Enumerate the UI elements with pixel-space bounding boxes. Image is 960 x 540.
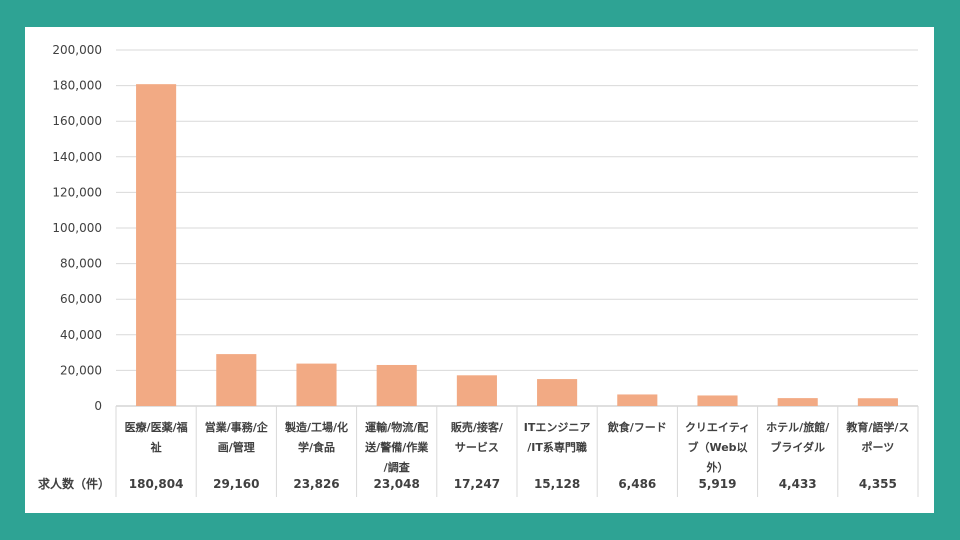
y-tick-label: 40,000 [60, 328, 102, 342]
bar [617, 394, 658, 406]
category-label: 学/食品 [298, 440, 335, 454]
data-value-label: 5,919 [699, 477, 737, 491]
category-label: 運輸/物流/配 [365, 420, 428, 434]
bar [216, 354, 257, 406]
category-label: 製造/工場/化 [284, 420, 348, 434]
y-tick-label: 0 [94, 399, 102, 413]
y-tick-label: 200,000 [52, 43, 102, 57]
y-tick-label: 60,000 [60, 292, 102, 306]
data-value-label: 15,128 [534, 477, 580, 491]
category-label: ポーツ [862, 440, 895, 454]
y-tick-label: 180,000 [52, 79, 102, 93]
category-label: 営業/事務/企 [205, 420, 269, 434]
y-tick-label: 20,000 [60, 363, 102, 377]
category-label: ブ（Web以 [687, 440, 747, 454]
category-label: クリエイティ [685, 421, 750, 434]
bar [697, 395, 738, 406]
category-label: 教育/語学/ス [845, 420, 909, 434]
bar [777, 398, 818, 406]
bar [857, 398, 898, 406]
data-value-label: 23,048 [374, 477, 420, 491]
bar [537, 379, 578, 406]
category-label: ホテル/旅館/ [766, 420, 830, 434]
category-label: サービス [455, 440, 499, 454]
y-tick-label: 140,000 [52, 150, 102, 164]
data-value-label: 6,486 [618, 477, 656, 491]
data-value-label: 180,804 [129, 477, 184, 491]
category-label: 販売/接客/ [451, 420, 504, 434]
category-label: 医療/医薬/福 [125, 420, 188, 434]
data-value-label: 4,355 [859, 477, 897, 491]
data-value-label: 4,433 [779, 477, 817, 491]
data-value-label: 29,160 [213, 477, 259, 491]
bar-chart: 0 20,000 40,000 60,000 80,000 100,000 120,000 1… [38, 43, 919, 497]
category-label: ITエンジニア [524, 421, 591, 434]
bar [376, 364, 417, 406]
table-row-label: 求人数（件） [38, 476, 110, 491]
data-value-label: 23,826 [293, 477, 339, 491]
category-label: /調査 [384, 460, 410, 474]
category-label: 送/警備/作業 [364, 440, 429, 454]
category-label: 画/管理 [218, 440, 255, 454]
data-value-label: 17,247 [454, 477, 500, 491]
bar [456, 375, 497, 406]
y-tick-label: 120,000 [52, 185, 102, 199]
category-label: /IT系専門職 [527, 440, 587, 454]
y-tick-label: 80,000 [60, 257, 102, 271]
chart-card: 0 20,000 40,000 60,000 80,000 100,000 120,000 1… [25, 27, 934, 513]
y-tick-label: 160,000 [52, 114, 102, 128]
category-label: 外） [706, 460, 729, 474]
y-tick-label: 100,000 [52, 221, 102, 235]
category-label: 祉 [150, 440, 162, 454]
bar [136, 84, 177, 406]
category-label: ブライダル [770, 440, 825, 454]
bar [296, 363, 337, 406]
category-label: 飲食/フード [607, 420, 667, 434]
